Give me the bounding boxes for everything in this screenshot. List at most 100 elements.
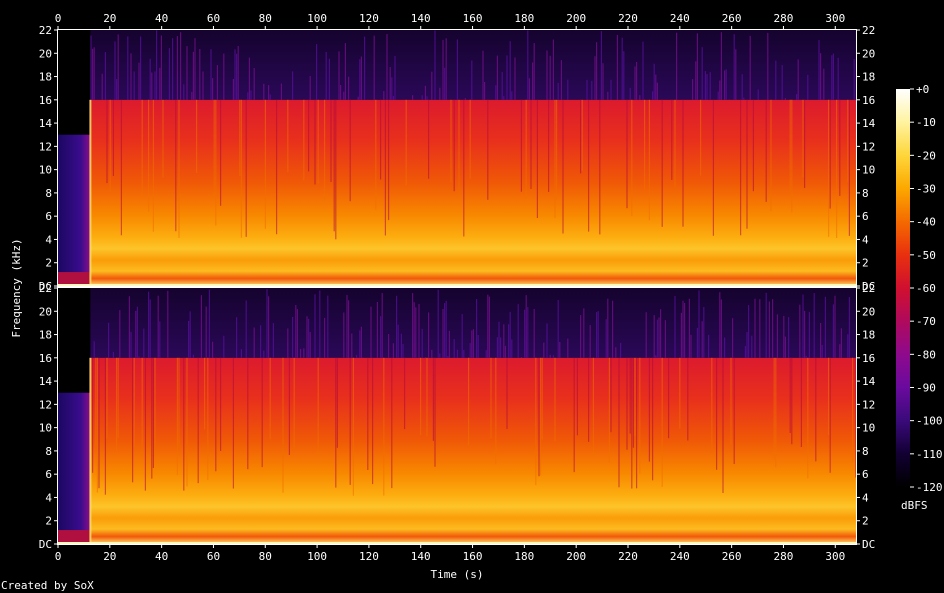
x-tick-label-bottom: 280 <box>774 550 794 563</box>
x-tick-label-top: 140 <box>411 12 431 25</box>
y-tick-label-left: 4 <box>45 491 52 504</box>
plot-frame <box>57 287 857 545</box>
y-tick-label-left: 12 <box>39 398 52 411</box>
intro-low-band <box>58 272 91 286</box>
colorbar-tick-label: -120 <box>916 481 943 494</box>
x-tick-label-top: 60 <box>207 12 220 25</box>
colorbar-tick-label: -100 <box>916 415 943 428</box>
x-tick-label-bottom: 80 <box>259 550 272 563</box>
y-tick-label-left: 4 <box>45 233 52 246</box>
x-tick-label-bottom: 160 <box>463 550 483 563</box>
y-tick-label-left: 14 <box>39 375 53 388</box>
y-tick-label-right: 18 <box>862 71 875 84</box>
y-tick-label-right: 6 <box>862 210 869 223</box>
y-tick-label-right: 20 <box>862 47 875 60</box>
y-tick-label-left: 20 <box>39 305 52 318</box>
y-tick-label-left: 16 <box>39 352 52 365</box>
y-tick-label-left: 12 <box>39 140 52 153</box>
y-tick-label-left: 2 <box>45 515 52 528</box>
x-tick-label-top: 80 <box>259 12 272 25</box>
y-tick-label-left: 18 <box>39 71 52 84</box>
y-tick-label-left: 6 <box>45 468 52 481</box>
intro-band <box>58 392 91 544</box>
x-tick-label-top: 160 <box>463 12 483 25</box>
x-tick-label-top: 200 <box>566 12 586 25</box>
x-tick-label-bottom: 260 <box>722 550 742 563</box>
colorbar-tick-label: -60 <box>916 282 936 295</box>
x-tick-label-top: 40 <box>155 12 168 25</box>
y-tick-label-right: 18 <box>862 329 875 342</box>
y-tick-label-right: 4 <box>862 491 869 504</box>
x-tick-label-bottom: 100 <box>307 550 327 563</box>
y-tick-label-right: 6 <box>862 468 869 481</box>
y-tick-label-left: 2 <box>45 257 52 270</box>
dc-line <box>58 542 856 544</box>
colorbar-tick-label: -70 <box>916 315 936 328</box>
x-tick-label-bottom: 60 <box>207 550 220 563</box>
x-tick-label-bottom: 140 <box>411 550 431 563</box>
x-tick-label-bottom: 220 <box>618 550 638 563</box>
y-tick-label-left: 8 <box>45 187 52 200</box>
colorbar-tick-label: -50 <box>916 249 936 262</box>
colorbar-tick-label: -90 <box>916 382 936 395</box>
intro-band <box>58 134 91 286</box>
channel-2-spectrogram <box>57 287 857 545</box>
channel-1-spectrogram <box>57 29 857 287</box>
x-tick-label-bottom: 120 <box>359 550 379 563</box>
y-tick-label-left: DC <box>39 280 52 293</box>
y-tick-label-right: 16 <box>862 352 875 365</box>
x-tick-label-bottom: 200 <box>566 550 586 563</box>
y-tick-label-left: 6 <box>45 210 52 223</box>
x-tick-label-top: 220 <box>618 12 638 25</box>
created-by-label: Created by SoX <box>1 579 94 592</box>
plot-frame <box>57 29 857 287</box>
colorbar-scale <box>896 89 910 487</box>
colorbar: +0 -10 -20 -30 -40 -50 -60 -70 -80 -90 -100 -110 -12… <box>896 83 943 494</box>
x-tick-label-top: 20 <box>103 12 116 25</box>
y-tick-label-right: 14 <box>862 117 876 130</box>
y-tick-label-right: 12 <box>862 398 875 411</box>
main-spectrum <box>90 99 857 287</box>
x-tick-label-bottom: 300 <box>825 550 845 563</box>
y-tick-label-right: 8 <box>862 445 869 458</box>
y-tick-label-left: 22 <box>39 24 52 37</box>
y-tick-label-right: DC <box>862 280 875 293</box>
high-frequency-noise-band <box>90 30 857 100</box>
x-tick-label-bottom: 20 <box>103 550 116 563</box>
x-tick-label-top: 280 <box>774 12 794 25</box>
y-tick-label-right: 20 <box>862 305 875 318</box>
y-tick-label-left: 18 <box>39 329 52 342</box>
y-tick-label-right: 8 <box>862 187 869 200</box>
y-axis-label: Frequency (kHz) <box>10 238 23 337</box>
channel-panels <box>57 29 857 545</box>
dc-line <box>58 284 856 286</box>
y-tick-label-left: 14 <box>39 117 53 130</box>
x-axis-label: Time (s) <box>431 568 484 581</box>
y-tick-label-right: 10 <box>862 422 875 435</box>
y-tick-label-left: 10 <box>39 164 52 177</box>
y-tick-label-left: DC <box>39 538 52 551</box>
x-tick-label-top: 120 <box>359 12 379 25</box>
y-tick-label-left: 10 <box>39 422 52 435</box>
y-tick-label-left: 16 <box>39 94 52 107</box>
x-tick-label-top: 100 <box>307 12 327 25</box>
x-tick-label-bottom: 240 <box>670 550 690 563</box>
colorbar-tick-label: -20 <box>916 149 936 162</box>
y-tick-label-right: 14 <box>862 375 876 388</box>
x-tick-label-bottom: 0 <box>55 550 62 563</box>
y-tick-label-right: 10 <box>862 164 875 177</box>
colorbar-tick-label: -110 <box>916 448 943 461</box>
colorbar-tick-label: -40 <box>916 216 936 229</box>
colorbar-tick-label: -30 <box>916 183 936 196</box>
x-tick-label-bottom: 40 <box>155 550 168 563</box>
y-tick-label-right: 2 <box>862 515 869 528</box>
onset-line <box>89 99 92 287</box>
y-tick-label-right: 2 <box>862 257 869 270</box>
y-tick-label-left: 22 <box>39 282 52 295</box>
colorbar-tick-label: +0 <box>916 83 929 96</box>
x-tick-label-top: 260 <box>722 12 742 25</box>
intro-low-band <box>58 530 91 544</box>
onset-line <box>89 357 92 544</box>
